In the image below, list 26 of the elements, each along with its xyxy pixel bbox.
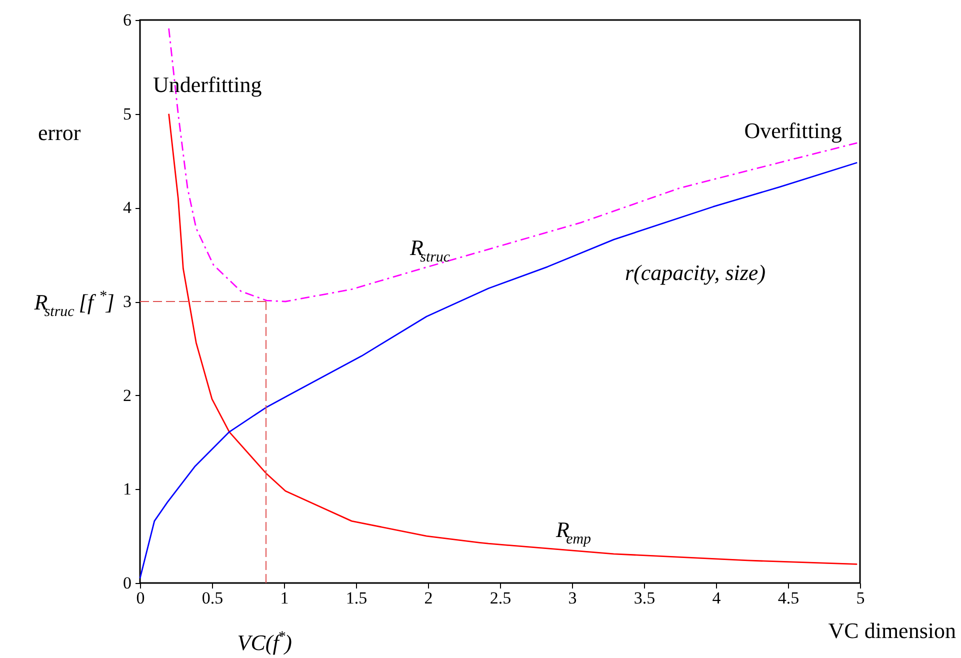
x-tick-label: 2	[424, 588, 433, 608]
x-tick-label: 0.5	[202, 588, 224, 608]
y-tick-label: 0	[123, 574, 132, 592]
x-tick-label: 2.5	[490, 588, 512, 608]
annotation: Overfitting	[744, 118, 842, 143]
line-series	[139, 162, 858, 580]
y-tick-label: 2	[123, 386, 132, 405]
x-tick-label: 0	[136, 588, 145, 608]
series-label: r(capacity, size)	[625, 260, 766, 285]
y-tick-label: 6	[123, 10, 132, 30]
line-series	[168, 113, 858, 565]
x-tick-label: 1	[280, 588, 289, 608]
ref-line-label: VC(f*)	[237, 629, 292, 655]
y-axis-title: error	[38, 120, 82, 145]
x-tick-label: 1.5	[346, 588, 368, 608]
y-tick-label: 5	[123, 104, 132, 124]
x-tick-label: 5	[856, 588, 865, 608]
y-tick-label: 3	[123, 292, 132, 311]
annotation: Underfitting	[153, 72, 262, 97]
x-tick-label: 4.5	[778, 588, 800, 608]
x-tick-label: 3	[568, 588, 577, 608]
x-axis-title: VC dimension	[828, 618, 956, 643]
x-tick-label: 4	[712, 588, 722, 608]
y-tick-label: 1	[123, 480, 132, 499]
y-tick-label: 4	[123, 198, 132, 218]
x-tick-label: 3.5	[634, 588, 656, 608]
